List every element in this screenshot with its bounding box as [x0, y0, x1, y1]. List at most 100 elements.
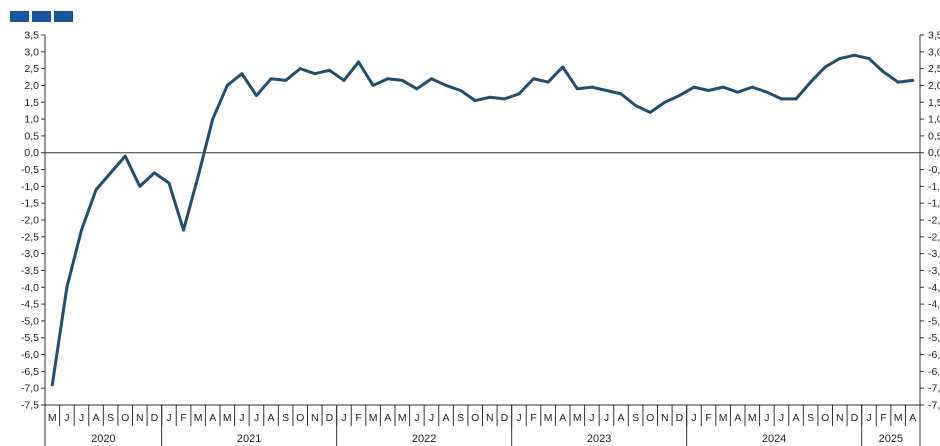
year-label: 2025: [879, 433, 903, 445]
y-tick-label: 0,0: [24, 147, 39, 159]
month-label: A: [559, 412, 566, 424]
data-point: [400, 79, 404, 82]
month-label: F: [180, 412, 186, 424]
data-point: [648, 110, 652, 114]
y-tick-label-right: 3,0: [928, 46, 940, 58]
year-label: 2022: [412, 433, 436, 445]
y-tick-label-right: -3,0: [928, 248, 940, 260]
data-point: [313, 72, 317, 76]
month-label: F: [530, 412, 536, 424]
month-label: S: [457, 412, 464, 424]
data-point: [225, 84, 229, 87]
y-tick-label-right: -0,5: [928, 164, 940, 176]
month-label: M: [719, 412, 728, 424]
month-label: S: [632, 412, 639, 424]
y-tick-label: 0,5: [24, 130, 39, 142]
logo-block: [54, 11, 73, 22]
y-tick-label-right: -1,5: [928, 198, 940, 210]
data-point: [138, 184, 142, 188]
month-label: O: [646, 412, 654, 424]
month-label: D: [676, 412, 684, 424]
month-label: N: [486, 412, 494, 424]
data-point: [269, 77, 273, 81]
axes-group: [44, 35, 921, 446]
data-point: [211, 117, 215, 121]
data-point: [838, 57, 842, 60]
month-label: J: [79, 412, 84, 424]
y-tick-label: 2,0: [24, 80, 39, 92]
month-label: D: [326, 412, 334, 424]
y-tick-label-right: -1,0: [928, 181, 940, 193]
data-point: [692, 85, 696, 89]
data-point: [532, 77, 535, 81]
month-label: J: [239, 412, 244, 424]
month-label: A: [384, 412, 391, 424]
data-point: [284, 79, 288, 82]
y-tick-label: -7,0: [21, 383, 39, 395]
month-label: F: [880, 412, 886, 424]
y-tick-label: -3,0: [21, 248, 39, 260]
y-tick-label-right: -7,0: [928, 383, 940, 395]
y-tick-label-right: 1,5: [928, 97, 940, 109]
series-group: [50, 53, 915, 387]
month-label: J: [516, 412, 521, 424]
month-label: J: [604, 412, 609, 424]
data-point: [721, 85, 725, 89]
y-tick-label: 2,5: [24, 63, 39, 75]
y-tick-label-right: 2,0: [928, 80, 940, 92]
y-tick-label-right: 2,5: [928, 63, 940, 75]
y-tick-label: 1,5: [24, 97, 39, 109]
y-tick-label: -4,0: [21, 282, 39, 294]
y-axis-right-ticks: -7,5 -7,0 -6,5 -6,0 -5,5 -5,0 -4,5 -4,0 -3,5 -3,0…: [920, 30, 940, 412]
month-label: M: [48, 412, 57, 424]
month-label: O: [296, 412, 304, 424]
month-label: M: [223, 412, 232, 424]
data-point: [109, 171, 113, 175]
data-point: [415, 87, 419, 91]
month-label: J: [414, 412, 419, 424]
y-tick-label: -1,0: [21, 181, 39, 193]
logo-block: [10, 11, 29, 22]
y-tick-label: -6,5: [21, 366, 39, 378]
data-point: [196, 174, 200, 178]
y-tick-label-right: -5,0: [928, 315, 940, 327]
data-point: [255, 94, 258, 97]
year-label: 2021: [237, 433, 261, 445]
data-point: [809, 80, 813, 84]
y-tick-label-right: 3,5: [928, 30, 940, 42]
month-label: J: [429, 412, 434, 424]
month-label: D: [151, 412, 159, 424]
y-tick-label-right: -3,5: [928, 265, 940, 277]
logo-block: [32, 11, 51, 22]
data-point: [357, 60, 360, 64]
data-point: [852, 53, 856, 57]
y-tick-label: -1,5: [21, 198, 39, 210]
y-tick-label: -6,0: [21, 349, 39, 361]
data-point: [575, 87, 579, 91]
month-label: F: [705, 412, 711, 424]
data-point: [80, 228, 83, 232]
month-label: A: [93, 412, 100, 424]
data-point: [677, 94, 681, 97]
y-tick-label: -5,0: [21, 315, 39, 327]
y-tick-label-right: 1,0: [928, 114, 940, 126]
data-point: [444, 84, 448, 87]
month-label: J: [691, 412, 696, 424]
y-tick-label: -7,5: [21, 400, 39, 412]
data-point: [750, 85, 754, 89]
y-tick-label-right: -4,5: [928, 299, 940, 311]
y-axis-left-ticks: -7,5 -7,0 -6,5 -6,0 -5,5 -5,0 -4,5 -4,0 -3,5 -3,0…: [21, 30, 45, 412]
data-point: [867, 57, 871, 60]
y-tick-label: -4,5: [21, 299, 39, 311]
data-point: [911, 79, 915, 82]
y-tick-label-right: -7,5: [928, 400, 940, 412]
data-point: [459, 89, 463, 92]
data-point: [502, 97, 506, 101]
month-label: N: [136, 412, 144, 424]
data-point: [488, 95, 492, 99]
data-point: [50, 383, 54, 387]
month-label: A: [209, 412, 216, 424]
month-label: A: [793, 412, 800, 424]
data-point: [182, 228, 185, 232]
